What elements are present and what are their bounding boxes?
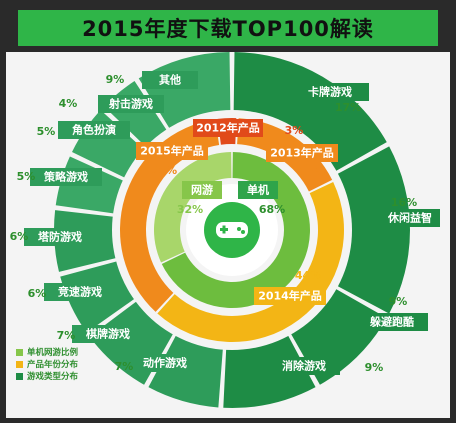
- outer-label-box: [356, 313, 428, 331]
- middle-slice: [119, 119, 220, 312]
- outer-label-box: [380, 209, 440, 227]
- outer-label-box: [30, 168, 102, 186]
- legend-swatch: [16, 360, 23, 368]
- outer-label-box: [268, 357, 340, 375]
- gamepad-button: [237, 227, 241, 231]
- middle-value: 17%: [299, 166, 325, 179]
- chart-title: 2015年度下载TOP100解读: [82, 17, 374, 41]
- middle-value: 44%: [295, 269, 321, 282]
- outer-value: 5%: [37, 125, 56, 138]
- outer-value: 7%: [57, 329, 76, 342]
- legend-item: 单机网游比例: [16, 346, 78, 358]
- middle-value: 3%: [285, 124, 304, 137]
- outer-value: 7%: [115, 360, 134, 373]
- legend-item: 游戏类型分布: [16, 370, 78, 382]
- middle-label: 2013年产品: [270, 146, 334, 160]
- outer-slice: [233, 52, 387, 172]
- outer-label: 竞速游戏: [58, 285, 102, 299]
- outer-value: 6%: [10, 230, 29, 243]
- legend-label: 单机网游比例: [27, 348, 79, 358]
- outer-label: 消除游戏: [282, 359, 326, 373]
- legend-item: 产品年份分布: [16, 358, 78, 370]
- middle-value: 36%: [151, 164, 177, 177]
- outer-label: 塔防游戏: [38, 230, 82, 244]
- outer-value: 16%: [391, 196, 417, 209]
- inner-label: 单机: [247, 183, 269, 197]
- outer-label: 其他: [159, 73, 181, 87]
- inner-label: 网游: [191, 183, 213, 197]
- outer-label: 策略游戏: [43, 170, 88, 184]
- inner-slice: [154, 152, 232, 263]
- outer-value: 9%: [106, 73, 125, 86]
- outer-value: 6%: [28, 287, 47, 300]
- title-banner: 2015年度下载TOP100解读: [18, 10, 438, 46]
- middle-label: 2012年产品: [196, 121, 260, 135]
- inner-label-box: [238, 181, 278, 199]
- legend: 单机网游比例 产品年份分布 游戏类型分布: [16, 346, 78, 382]
- middle-label-box: [193, 119, 263, 137]
- inner-label-box: [182, 181, 222, 199]
- middle-label: 2014年产品: [258, 289, 322, 303]
- middle-label-box: [266, 144, 338, 162]
- outer-label-box: [98, 95, 164, 113]
- outer-label-box: [24, 228, 96, 246]
- outer-label-box: [142, 71, 198, 89]
- outer-label: 休闲益智: [387, 211, 432, 225]
- outer-label: 棋牌游戏: [85, 327, 130, 341]
- outer-value: 9%: [389, 295, 408, 308]
- outer-label-box: [58, 121, 130, 139]
- outer-value: 4%: [59, 97, 78, 110]
- outer-label: 卡牌游戏: [308, 85, 352, 99]
- outer-label: 动作游戏: [143, 356, 187, 370]
- outer-label-box: [72, 325, 144, 343]
- outer-value: 9%: [365, 361, 384, 374]
- legend-label: 产品年份分布: [27, 360, 79, 370]
- middle-label: 2015年产品: [140, 144, 204, 158]
- inner-value: 68%: [259, 203, 285, 216]
- outer-label: 角色扮演: [72, 123, 116, 137]
- outer-label: 躲避跑酷: [370, 315, 414, 329]
- outer-label-box: [291, 83, 369, 101]
- outer-slice: [336, 146, 410, 314]
- inner-value: 32%: [177, 203, 203, 216]
- legend-swatch: [16, 348, 23, 356]
- middle-label-box: [136, 142, 208, 160]
- outer-label-box: [44, 283, 116, 301]
- gamepad-dpad-v: [222, 225, 226, 234]
- outer-label: 射击游戏: [108, 97, 153, 111]
- legend-swatch: [16, 372, 23, 380]
- legend-label: 游戏类型分布: [27, 372, 79, 382]
- middle-label-box: [254, 287, 326, 305]
- outer-label-box: [129, 354, 201, 372]
- gamepad-button: [241, 230, 245, 234]
- outer-value: 5%: [17, 170, 36, 183]
- outer-value: 17%: [335, 101, 361, 114]
